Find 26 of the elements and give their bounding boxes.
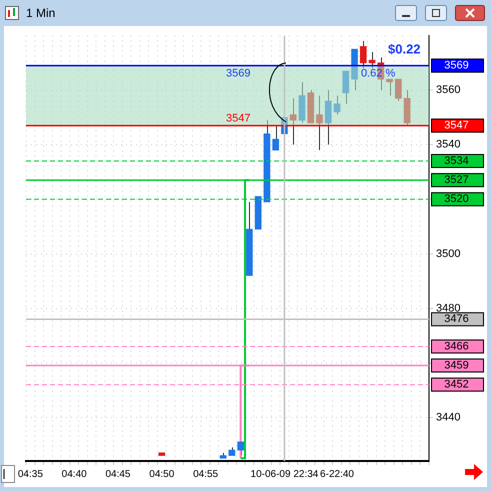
x-tick-label: 04:55 bbox=[193, 468, 219, 480]
x-tick-label: 04:35 bbox=[18, 468, 44, 480]
ref-line-label: 3569 bbox=[444, 60, 469, 72]
annotation: $0.22 bbox=[388, 42, 421, 57]
x-tick-label: 10-06-09 22:34 bbox=[250, 468, 319, 480]
ref-line-label: 3459 bbox=[444, 360, 469, 372]
ref-line-label: 3547 bbox=[444, 120, 469, 132]
y-tick-label: 3540 bbox=[436, 138, 460, 151]
annotation: 3569 bbox=[226, 68, 250, 80]
annotation: 3547 bbox=[226, 112, 250, 125]
x-tick-label: 6-22:40 bbox=[320, 468, 354, 480]
ref-line-label: 3527 bbox=[444, 174, 469, 186]
ref-line-label: 3520 bbox=[444, 193, 469, 206]
ref-line-label: 3452 bbox=[444, 378, 469, 391]
chart-title: 1 Min bbox=[26, 6, 56, 20]
y-tick-label: 3480 bbox=[436, 302, 460, 314]
y-tick-label: 3500 bbox=[436, 248, 460, 260]
x-tick-label: 04:50 bbox=[149, 468, 175, 480]
ref-line-label: 3466 bbox=[444, 340, 469, 352]
ref-line-label: 3476 bbox=[444, 313, 469, 326]
annotation: 0.62 % bbox=[361, 68, 396, 80]
y-tick-label: 3440 bbox=[436, 411, 460, 424]
y-tick-label: 3560 bbox=[436, 84, 460, 96]
x-tick-label: 04:40 bbox=[62, 468, 88, 480]
ref-line-label: 3534 bbox=[444, 155, 469, 168]
x-tick-label: 04:45 bbox=[105, 468, 131, 480]
